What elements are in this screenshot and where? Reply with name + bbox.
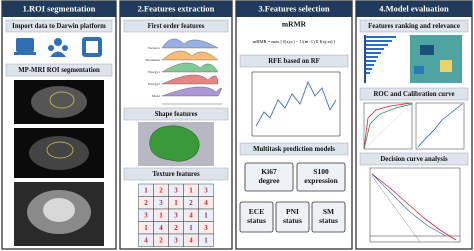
task-label: status: [283, 216, 302, 225]
ridge-label: Energy2: [148, 82, 160, 86]
ridge: [161, 74, 219, 85]
ridge: [161, 50, 219, 61]
panel-title: 2.Features extraction: [138, 3, 215, 13]
panel-header: [236, 1, 352, 17]
ridge: [161, 38, 219, 49]
matrix-value: 3: [159, 199, 163, 207]
task-label: status: [319, 216, 338, 225]
matrix-value: 1: [189, 224, 193, 232]
task-label: S100: [313, 167, 329, 176]
panel-title: 1.ROI segmentation: [23, 3, 96, 13]
section-title: First order features: [148, 23, 205, 30]
ridge-label: Variance: [148, 46, 161, 50]
section-bar: [359, 19, 469, 33]
matrix-value: 4: [189, 236, 193, 244]
panel-title: 3.Features selection: [258, 3, 329, 13]
matrix-value: 3: [174, 186, 178, 194]
section-title: Shape features: [155, 111, 198, 118]
matrix-value: 1: [144, 224, 148, 232]
task-label: ECE: [249, 207, 264, 216]
matrix-value: 3: [144, 211, 148, 219]
section-title: Features ranking and relevance: [368, 23, 460, 30]
panel-header: [356, 1, 472, 17]
data-icons: [14, 37, 102, 57]
task-label: SM: [323, 207, 334, 216]
section-bar: [239, 54, 349, 68]
matrix-value: 1: [174, 199, 178, 207]
matrix-value: 2: [144, 199, 148, 207]
section-bar: [359, 152, 469, 166]
section-title: Texture features: [152, 171, 200, 178]
matrix-value: 3: [174, 236, 178, 244]
task-box: [275, 201, 310, 233]
matrix-value: 1: [189, 186, 193, 194]
section-title: ROC and Calibration curve: [374, 91, 455, 98]
section-title: mRMR: [282, 20, 307, 29]
matrix-value: 3: [204, 186, 208, 194]
ridge-label: Mean: [152, 94, 160, 98]
section-title: RFE based on RF: [268, 58, 320, 65]
task-boxes: Ki67degreeS100expressionECEstatusPNIstat…: [239, 162, 346, 233]
panel-title: 4.Model evaluation: [379, 3, 449, 13]
panel-header: [120, 1, 232, 17]
section-bar: [123, 167, 229, 181]
matrix-value: 4: [204, 199, 208, 207]
matrix-value: 2: [159, 186, 163, 194]
task-box: [296, 162, 346, 192]
panel-header: [2, 1, 116, 17]
matrix-value: 3: [204, 224, 208, 232]
section-title: Decision curve analysis: [380, 156, 448, 163]
decision-curve: [369, 167, 461, 243]
matrix-cell: [198, 233, 214, 247]
section-bar: [359, 87, 469, 101]
ridge: [161, 86, 222, 97]
ridge-label: Energy1: [148, 70, 160, 74]
formula: mRMR = max [ I(xj;c) − 1/(m−1) Σ I(xj;xi…: [253, 39, 336, 44]
section-title: MP-MRI ROI segmentation: [18, 67, 100, 74]
section-title: Multitask prediction models: [253, 146, 335, 153]
matrix-value: 2: [174, 224, 178, 232]
texture-matrix: 1 2 3 1 3 2 3 1 2 4 3 1 3 4 1 1 4 2 1 3 4 2 3 4 1: [138, 183, 214, 247]
matrix-value: 4: [159, 224, 163, 232]
ridge-plot: Variance Maximum Energy1 Energy2 Mean: [145, 38, 222, 105]
rfe-chart: [251, 71, 341, 137]
task-label: status: [247, 216, 266, 225]
matrix-value: 4: [189, 211, 193, 219]
matrix-value: 2: [189, 199, 193, 207]
ridge: [161, 62, 219, 73]
ridge-label: Maximum: [145, 58, 160, 62]
matrix-value: 1: [204, 236, 208, 244]
task-box: [244, 162, 294, 192]
roc-calibration: [363, 102, 465, 150]
matrix-value: 3: [174, 211, 178, 219]
section-bar: [5, 63, 113, 77]
section-bar: [5, 19, 113, 33]
section-bar: [123, 107, 229, 121]
task-label: degree: [258, 176, 280, 185]
mri-images: [14, 80, 104, 246]
matrix-value: 1: [144, 186, 148, 194]
matrix-value: 1: [204, 211, 208, 219]
shape-render: [138, 122, 214, 166]
matrix-value: 1: [159, 211, 163, 219]
task-box: [311, 201, 346, 233]
matrix-value: 4: [144, 236, 148, 244]
task-label: Ki67: [261, 167, 277, 176]
task-label: expression: [304, 176, 338, 185]
section-title: Import data to Darwin platform: [12, 23, 106, 30]
section-bar: [239, 142, 349, 156]
task-label: PNI: [286, 207, 299, 216]
task-box: [239, 201, 274, 233]
ranking-chart: [364, 35, 462, 83]
matrix-value: 2: [159, 236, 163, 244]
section-bar: [123, 19, 229, 33]
